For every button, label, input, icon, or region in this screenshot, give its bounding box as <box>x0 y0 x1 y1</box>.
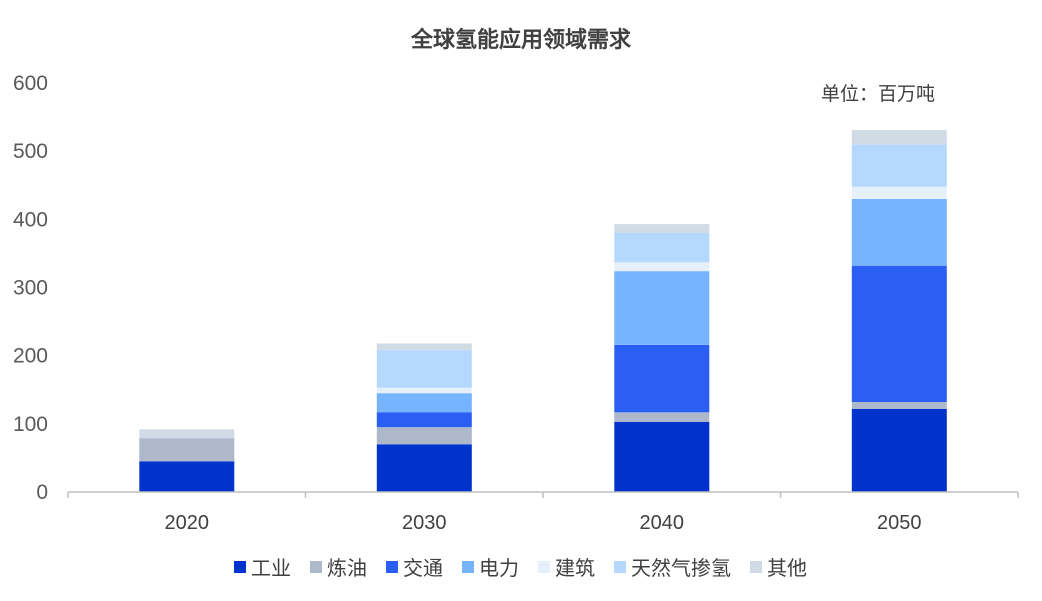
bar-segment <box>376 393 472 413</box>
y-tick-label: 100 <box>13 413 48 436</box>
y-tick-label: 500 <box>13 140 48 163</box>
chart-title: 全球氢能应用领域需求 <box>410 27 631 53</box>
legend-item: 炼油 <box>310 556 367 580</box>
y-tick-label: 400 <box>13 208 48 231</box>
bar-stack-2030 <box>376 343 472 492</box>
y-tick-label: 300 <box>13 277 48 300</box>
bar-segment <box>614 233 710 263</box>
bar-segment <box>139 429 235 439</box>
bar-segment <box>851 186 947 199</box>
legend-item: 建筑 <box>538 556 595 580</box>
bar-stack-2040 <box>614 224 710 492</box>
x-tick-label: 2050 <box>877 512 922 534</box>
legend-swatch <box>750 561 762 573</box>
bar-segment <box>139 461 235 492</box>
y-tick-label: 0 <box>36 481 48 504</box>
x-axis-labels: 2020 2030 2040 2050 <box>165 512 922 534</box>
bar-segment <box>376 387 472 394</box>
bar-segment <box>851 402 947 409</box>
legend-item: 工业 <box>234 556 291 580</box>
legend-label: 电力 <box>479 556 519 580</box>
legend-swatch <box>234 561 246 573</box>
legend-label: 炼油 <box>327 556 367 580</box>
bar-segment <box>614 412 710 422</box>
bar-segment <box>614 262 710 272</box>
legend-item: 交通 <box>386 556 443 580</box>
x-axis-ticks <box>67 492 1019 498</box>
bar-segment <box>614 421 710 492</box>
legend-swatch <box>310 561 322 573</box>
legend-label: 天然气掺氢 <box>631 556 731 580</box>
x-tick-label: 2040 <box>640 512 685 534</box>
bar-segment <box>376 412 472 428</box>
legend-swatch <box>462 561 474 573</box>
y-axis-ticks: 0 100 200 300 400 500 600 <box>13 72 48 504</box>
x-tick-label: 2020 <box>165 512 210 534</box>
legend-swatch <box>538 561 550 573</box>
bar-segment <box>139 438 235 462</box>
bars-group <box>139 130 947 492</box>
unit-label: 单位：百万吨 <box>821 83 935 105</box>
legend-label: 建筑 <box>555 556 595 580</box>
bar-segment <box>851 408 947 492</box>
legend-label: 其他 <box>767 556 807 580</box>
bar-segment <box>851 144 947 187</box>
legend-item: 天然气掺氢 <box>614 556 731 580</box>
y-tick-label: 200 <box>13 345 48 368</box>
bar-segment <box>376 350 472 388</box>
y-tick-label: 600 <box>13 72 48 95</box>
bar-segment <box>851 265 947 402</box>
legend-label: 工业 <box>251 556 291 580</box>
bar-segment <box>851 198 947 266</box>
bar-segment <box>851 130 947 145</box>
legend-item: 电力 <box>462 556 519 580</box>
legend-swatch <box>386 561 398 573</box>
bar-stack-2020 <box>139 429 235 492</box>
bar-segment <box>614 271 710 345</box>
bar-segment <box>376 343 472 351</box>
bar-segment <box>614 344 710 413</box>
bar-segment <box>614 224 710 233</box>
legend: 工业 炼油 交通 电力 建筑 天然气掺氢 其他 <box>234 556 807 580</box>
bar-stack-2050 <box>851 130 947 492</box>
bar-segment <box>376 427 472 445</box>
legend-swatch <box>614 561 626 573</box>
x-tick-label: 2030 <box>402 512 447 534</box>
legend-label: 交通 <box>403 556 443 580</box>
legend-item: 其他 <box>750 556 807 580</box>
bar-segment <box>376 444 472 492</box>
